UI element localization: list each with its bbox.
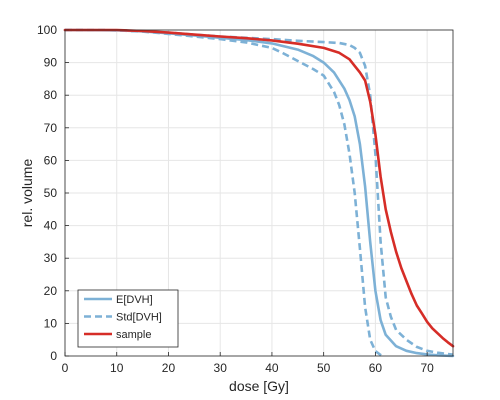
y-tick-label: 50 [44, 186, 58, 200]
sample-line [63, 28, 455, 348]
y-tick-label: 60 [44, 153, 58, 167]
x-tick-label: 60 [369, 361, 383, 375]
x-tick-label: 70 [420, 361, 434, 375]
x-axis-label: dose [Gy] [229, 378, 289, 394]
x-tick-label: 40 [265, 361, 279, 375]
y-tick-label: 100 [37, 23, 57, 37]
y-axis-label: rel. volume [19, 159, 35, 228]
x-tick-label: 30 [214, 361, 228, 375]
legend: E[DVH] Std[DVH] sample [77, 289, 179, 348]
y-tick-label: 80 [44, 88, 58, 102]
y-tick-label: 30 [44, 251, 58, 265]
x-tick-label: 20 [162, 361, 176, 375]
x-axis: 0 10 20 30 40 50 60 70 [62, 352, 434, 375]
std-dvh-lower-line [64, 28, 384, 358]
x-tick-label: 50 [317, 361, 331, 375]
x-tick-label: 0 [62, 361, 69, 375]
y-tick-label: 0 [50, 349, 57, 363]
y-tick-label: 70 [44, 121, 58, 135]
y-tick-label: 10 [44, 316, 58, 330]
legend-label: Std[DVH] [116, 312, 162, 324]
y-axis: 0 10 20 30 40 50 60 70 80 90 100 [37, 23, 69, 363]
legend-label: E[DVH] [116, 294, 153, 306]
y-tick-label: 20 [44, 284, 58, 298]
series-group [63, 28, 455, 358]
y-tick-label: 90 [44, 56, 58, 70]
x-tick-label: 10 [110, 361, 124, 375]
y-tick-label: 40 [44, 219, 58, 233]
legend-label: sample [116, 329, 151, 341]
